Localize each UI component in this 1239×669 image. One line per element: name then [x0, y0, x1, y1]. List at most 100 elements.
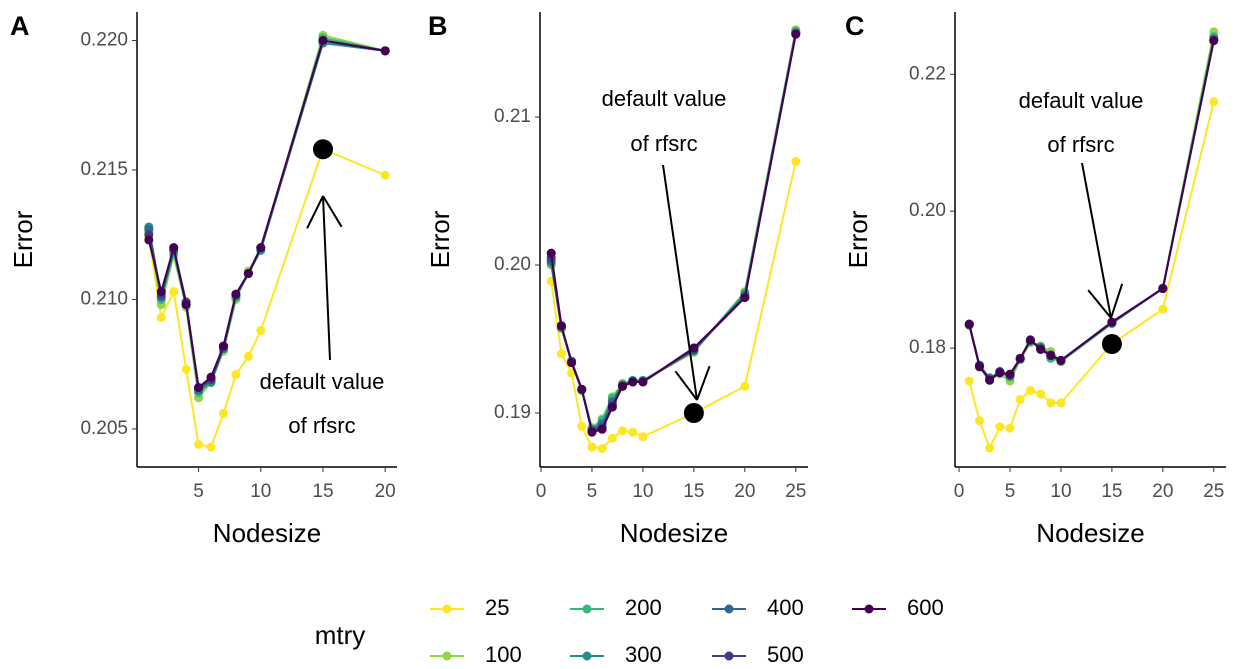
point	[974, 416, 984, 426]
y-tick-label: 0.220	[80, 30, 128, 51]
annotation: of rfsrc	[630, 131, 697, 156]
panel-label: B	[428, 11, 448, 41]
y-axis-title: Error	[425, 210, 455, 268]
point	[243, 269, 253, 279]
arrow-head	[322, 195, 343, 228]
y-tick-label: 0.18	[909, 337, 946, 358]
point	[597, 444, 607, 454]
point	[628, 427, 638, 437]
point	[1158, 304, 1168, 314]
annotation: of rfsrc	[288, 413, 355, 438]
legend-item: 100	[430, 642, 522, 667]
y-tick-label: 0.215	[80, 159, 128, 180]
panel: C 0.18 0.20 0.22 0 5 10 15 20 25 Nodesize Error defa…	[843, 11, 1226, 548]
y-tick-label: 0.22	[909, 63, 946, 84]
panel-label: C	[845, 11, 865, 41]
x-axis-title: Nodesize	[213, 518, 321, 548]
legend-point	[724, 604, 734, 614]
x-tick-label: 10	[632, 481, 653, 502]
point	[194, 439, 204, 449]
point	[577, 384, 587, 394]
x-tick-label: 15	[683, 481, 704, 502]
point	[169, 287, 179, 297]
point	[985, 375, 995, 385]
x-tick-label: 20	[1152, 481, 1173, 502]
point	[689, 343, 699, 353]
point	[556, 349, 566, 359]
point	[218, 408, 228, 418]
point	[1025, 335, 1035, 345]
legend-label: 300	[625, 642, 662, 667]
legend-point	[582, 651, 592, 661]
point	[1036, 389, 1046, 399]
point	[206, 442, 216, 452]
point	[1015, 394, 1025, 404]
highlight-point	[312, 139, 333, 160]
point	[318, 35, 328, 45]
point	[1005, 423, 1015, 433]
point	[995, 368, 1005, 378]
legend-label: 100	[485, 642, 522, 667]
panel: A 0.205 0.210 0.215 0.220 5 10 15 20 Nodesize Erro…	[8, 11, 397, 548]
point	[791, 156, 801, 166]
series-line	[147, 147, 386, 449]
x-tick-label: 5	[193, 481, 204, 502]
point	[1209, 36, 1219, 46]
point	[556, 321, 566, 331]
point	[618, 426, 628, 436]
series-line	[550, 161, 797, 450]
point	[169, 243, 179, 253]
point	[231, 289, 241, 299]
arrow-head	[306, 195, 324, 229]
highlight-point	[683, 402, 704, 423]
legend-item: 600	[852, 595, 944, 620]
series-line	[147, 36, 386, 395]
annotation: of rfsrc	[1047, 132, 1114, 157]
point	[740, 381, 750, 391]
arrow-head	[1087, 289, 1112, 319]
point	[206, 372, 216, 382]
point	[256, 326, 266, 336]
legend-label: 400	[767, 595, 804, 620]
x-tick-label: 10	[250, 481, 271, 502]
y-tick-label: 0.21	[494, 106, 531, 127]
point	[1158, 284, 1168, 294]
legend-item: 25	[430, 595, 509, 620]
x-axis-title: Nodesize	[620, 518, 728, 548]
point	[156, 287, 166, 297]
legend-title: mtry	[315, 620, 366, 650]
x-tick-label: 5	[587, 481, 598, 502]
point	[1107, 317, 1117, 327]
point	[985, 443, 995, 453]
y-axis-title: Error	[843, 210, 873, 268]
point	[1005, 369, 1015, 379]
point	[995, 422, 1005, 432]
point	[181, 300, 191, 310]
point	[587, 427, 597, 437]
point	[974, 362, 984, 372]
point	[607, 402, 617, 412]
y-tick-label: 0.20	[494, 254, 531, 275]
point	[567, 358, 577, 368]
point	[380, 170, 390, 180]
annotation: default value	[602, 86, 727, 111]
y-tick-label: 0.20	[909, 200, 946, 221]
annotation-arrow	[1081, 162, 1112, 319]
x-tick-label: 0	[954, 481, 965, 502]
series-line	[147, 39, 386, 390]
series-line	[147, 39, 386, 390]
point	[1046, 398, 1056, 408]
x-tick-label: 10	[1050, 481, 1071, 502]
legend-point	[442, 651, 452, 661]
legend-point	[724, 651, 734, 661]
x-axis-title: Nodesize	[1036, 518, 1144, 548]
x-tick-label: 0	[536, 481, 547, 502]
legend-label: 25	[485, 595, 509, 620]
x-tick-label: 15	[1101, 481, 1122, 502]
x-tick-label: 20	[375, 481, 396, 502]
annotation-arrow	[322, 195, 331, 361]
point	[964, 376, 974, 386]
point	[243, 351, 253, 361]
y-axis-title: Error	[8, 210, 38, 268]
